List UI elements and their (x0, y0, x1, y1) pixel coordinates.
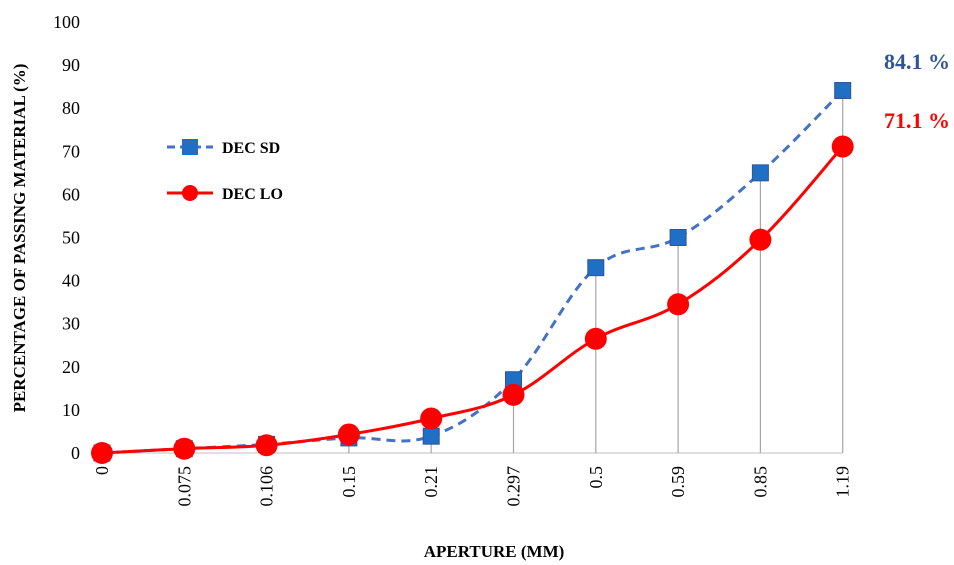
x-tick-label: 0 (92, 466, 112, 475)
marker-dec-lo (667, 293, 690, 316)
legend-label-dec-lo: DEC LO (222, 186, 283, 203)
drop-lines (183, 90, 844, 453)
y-tick-label: 90 (62, 55, 80, 75)
y-tick-label: 80 (62, 98, 80, 118)
x-tick-label: 0.85 (750, 466, 770, 498)
x-tick-label: 0.21 (421, 466, 441, 498)
end-label-dec-lo: 71.1 % (884, 108, 950, 133)
y-tick-label: 60 (62, 184, 80, 204)
legend-marker-dec-sd (182, 139, 198, 155)
x-tick-label: 0.5 (586, 466, 606, 489)
y-tick-label: 30 (62, 314, 80, 334)
marker-dec-lo (831, 135, 854, 158)
legend: DEC SD DEC LO (167, 139, 283, 203)
x-tick-label: 0.297 (504, 466, 524, 507)
marker-dec-lo (502, 383, 525, 406)
marker-dec-sd (422, 427, 440, 445)
marker-dec-sd (751, 164, 769, 182)
marker-dec-sd (669, 229, 687, 246)
legend-marker-dec-lo (182, 185, 198, 201)
series-lines (101, 89, 844, 455)
marker-dec-sd (587, 259, 605, 277)
x-tick-label: 0.075 (174, 466, 194, 507)
marker-dec-lo (337, 423, 360, 446)
end-labels: 84.1 % 71.1 % (884, 49, 950, 133)
x-tick-label: 0.59 (668, 466, 688, 498)
y-tick-label: 70 (62, 141, 80, 161)
x-axis: 0 0.075 0.106 0.15 0.21 0.297 0.5 0.59 0.85 1.19 (92, 452, 853, 507)
y-tick-label: 20 (62, 357, 80, 377)
marker-dec-lo (255, 434, 278, 457)
y-tick-label: 50 (62, 228, 80, 248)
y-tick-label: 0 (71, 443, 80, 463)
series-markers (91, 82, 854, 464)
marker-dec-lo (749, 228, 772, 251)
marker-dec-lo (420, 407, 443, 430)
x-axis-title: APERTURE (MM) (424, 542, 565, 561)
y-tick-label: 40 (62, 271, 80, 291)
y-axis-title: PERCENTAGE OF PASSING MATERIAL (%) (10, 64, 29, 413)
marker-dec-lo (584, 327, 607, 350)
y-axis-ticks: 0 10 20 30 40 50 60 70 80 90 100 (53, 12, 80, 463)
marker-dec-lo (173, 437, 196, 460)
series-line-dec-lo (101, 145, 844, 455)
x-tick-label: 1.19 (833, 466, 853, 498)
legend-label-dec-sd: DEC SD (222, 140, 280, 157)
x-tick-label: 0.15 (339, 466, 359, 498)
x-tick-label: 0.106 (257, 466, 277, 507)
series-line-dec-sd (101, 89, 844, 455)
marker-dec-sd (834, 82, 852, 100)
y-tick-label: 100 (53, 12, 80, 32)
y-tick-label: 10 (62, 400, 80, 420)
end-label-dec-sd: 84.1 % (884, 49, 950, 74)
marker-dec-lo (91, 442, 113, 464)
